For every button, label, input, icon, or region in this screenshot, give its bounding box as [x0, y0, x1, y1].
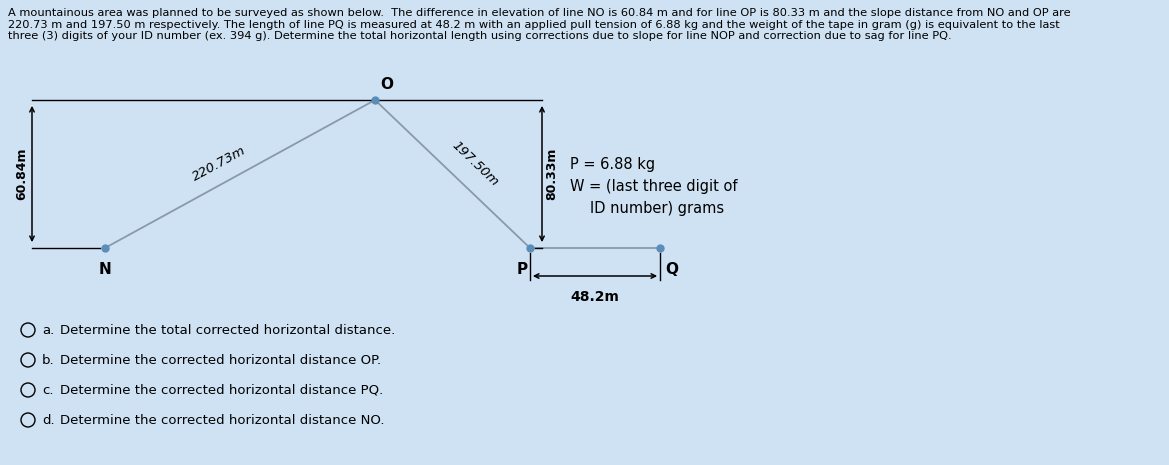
Text: P: P: [517, 262, 527, 277]
Text: P = 6.88 kg: P = 6.88 kg: [570, 157, 655, 172]
Text: 220.73m: 220.73m: [189, 143, 248, 183]
Text: b.: b.: [42, 353, 55, 366]
Text: 80.33m: 80.33m: [546, 148, 559, 200]
Text: 197.50m: 197.50m: [449, 139, 500, 189]
Text: N: N: [98, 262, 111, 277]
Text: W = (last three digit of: W = (last three digit of: [570, 179, 738, 193]
Text: d.: d.: [42, 413, 55, 426]
Text: Determine the total corrected horizontal distance.: Determine the total corrected horizontal…: [60, 324, 395, 337]
Text: Determine the corrected horizontal distance OP.: Determine the corrected horizontal dista…: [60, 353, 381, 366]
Text: O: O: [380, 77, 393, 92]
Text: A mountainous area was planned to be surveyed as shown below.  The difference in: A mountainous area was planned to be sur…: [8, 8, 1071, 41]
Text: Determine the corrected horizontal distance PQ.: Determine the corrected horizontal dista…: [60, 384, 383, 397]
Text: a.: a.: [42, 324, 54, 337]
Text: Determine the corrected horizontal distance NO.: Determine the corrected horizontal dista…: [60, 413, 385, 426]
Text: ID number) grams: ID number) grams: [590, 200, 724, 215]
Text: Q: Q: [665, 262, 678, 277]
Text: 48.2m: 48.2m: [570, 290, 620, 304]
Text: c.: c.: [42, 384, 54, 397]
Text: 60.84m: 60.84m: [15, 148, 28, 200]
